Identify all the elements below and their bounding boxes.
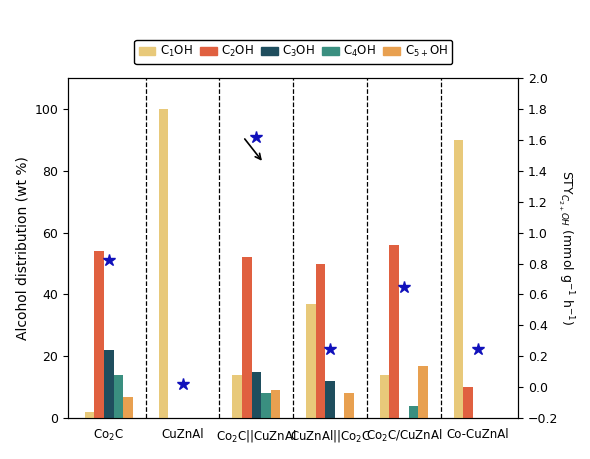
Bar [418, 366, 428, 418]
Bar [251, 372, 261, 418]
Bar [159, 109, 168, 418]
Bar [123, 397, 133, 418]
Bar [345, 393, 354, 418]
Bar [409, 406, 418, 418]
Bar [316, 263, 325, 418]
Bar [389, 245, 399, 418]
Bar [271, 390, 280, 418]
Bar [232, 375, 242, 418]
Bar [325, 381, 335, 418]
Bar [94, 251, 104, 418]
Bar [85, 412, 94, 418]
Bar [242, 257, 251, 418]
Y-axis label: STY$_{C_{2+}OH}$ (mmol g$^{-1}$ h$^{-1}$): STY$_{C_{2+}OH}$ (mmol g$^{-1}$ h$^{-1}$… [555, 170, 575, 326]
Bar [261, 393, 271, 418]
Y-axis label: Alcohol distribution (wt %): Alcohol distribution (wt %) [15, 156, 29, 340]
Bar [104, 350, 113, 418]
Bar [113, 375, 123, 418]
Bar [306, 304, 316, 418]
Bar [463, 387, 473, 418]
Legend: C$_1$OH, C$_2$OH, C$_3$OH, C$_4$OH, C$_{5+}$OH: C$_1$OH, C$_2$OH, C$_3$OH, C$_4$OH, C$_{… [134, 39, 452, 64]
Bar [380, 375, 389, 418]
Bar [454, 140, 463, 418]
